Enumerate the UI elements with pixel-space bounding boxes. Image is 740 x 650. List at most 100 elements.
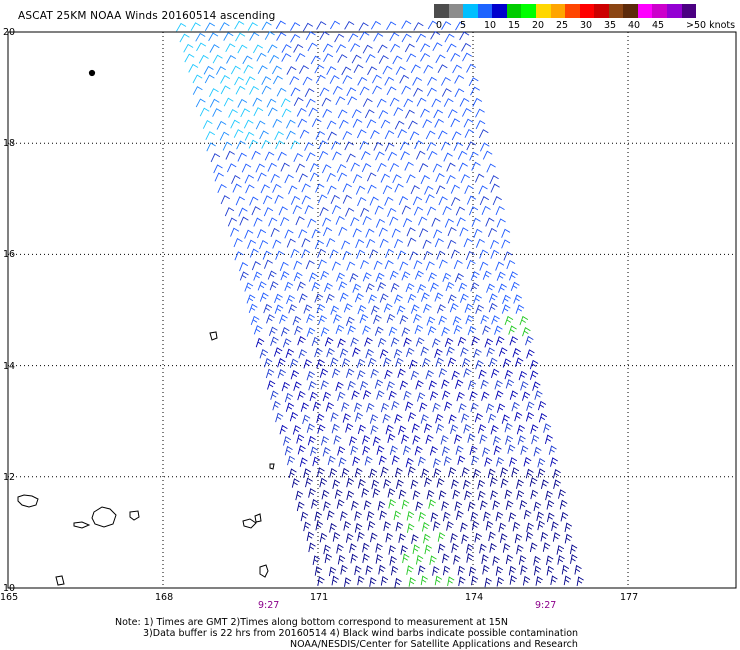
wind-barb	[335, 324, 345, 335]
wind-barb	[298, 229, 308, 239]
wind-barb	[316, 413, 325, 424]
wind-barb	[281, 44, 292, 53]
wind-barb	[287, 455, 296, 466]
wind-barb	[387, 488, 396, 498]
wind-barb	[388, 545, 396, 555]
wind-barb	[453, 141, 464, 151]
wind-barb	[447, 294, 457, 304]
wind-barb	[401, 271, 411, 281]
wind-barb	[457, 455, 466, 465]
wind-barb	[317, 248, 327, 258]
wind-barb	[451, 370, 460, 381]
wind-barb	[339, 348, 349, 358]
wind-barb	[495, 566, 504, 576]
colorbar-label: 20	[532, 20, 545, 31]
wind-barb	[337, 391, 346, 402]
wind-barb	[383, 303, 393, 313]
wind-barb	[359, 314, 369, 324]
wind-barb	[273, 347, 283, 357]
wind-barb	[335, 381, 344, 392]
wind-barb	[367, 520, 376, 531]
wind-barb	[299, 65, 309, 74]
wind-barb	[384, 130, 395, 140]
wind-barb	[415, 554, 424, 565]
wind-barb	[357, 370, 366, 380]
wind-barb	[380, 402, 390, 413]
wind-barb	[312, 555, 321, 565]
wind-barb	[380, 119, 391, 129]
wind-barb	[441, 21, 452, 30]
wind-barb	[350, 553, 358, 564]
wind-barb	[261, 76, 272, 86]
wind-barb	[371, 479, 380, 490]
wind-barb	[262, 195, 273, 205]
wind-barb	[286, 294, 295, 305]
wind-barb	[396, 305, 406, 315]
wind-barb	[220, 85, 231, 95]
wind-barb	[376, 98, 387, 108]
wind-barb	[370, 368, 379, 379]
wind-barb	[351, 54, 362, 64]
wind-barb	[280, 216, 290, 227]
wind-barb	[342, 183, 352, 193]
wind-barb	[461, 107, 472, 117]
wind-barb	[268, 326, 278, 336]
wind-barb	[343, 303, 353, 313]
wind-barb	[543, 423, 552, 433]
wind-barb	[462, 52, 473, 62]
wind-barb	[437, 543, 446, 554]
wind-barb	[427, 87, 437, 97]
wind-barb	[569, 544, 578, 555]
colorbar-label: 5	[460, 20, 467, 31]
wind-barb	[330, 20, 341, 30]
wind-barb	[352, 347, 361, 357]
colorbar-label: 15	[508, 20, 521, 31]
wind-barb	[518, 555, 527, 565]
small-island	[269, 463, 275, 470]
wind-barb	[461, 534, 469, 544]
wind-barb	[240, 108, 251, 118]
wind-barb	[389, 32, 400, 42]
wind-barb	[362, 435, 371, 445]
wind-barb	[224, 207, 235, 217]
wind-barb	[405, 457, 414, 468]
wind-barb	[416, 97, 427, 107]
wind-barb	[316, 467, 325, 477]
wind-barb	[323, 282, 333, 292]
wind-barb	[230, 65, 241, 75]
wind-barb	[442, 553, 450, 564]
wind-barb	[437, 130, 448, 140]
wind-barb	[338, 457, 347, 467]
wind-barb	[546, 512, 555, 523]
wind-barb	[259, 349, 269, 359]
wind-barb	[370, 130, 380, 139]
wind-barb	[398, 489, 407, 500]
wind-barb	[315, 74, 326, 84]
atoll-1	[17, 494, 39, 508]
wind-barb	[340, 564, 348, 575]
latitude-label: 14	[3, 360, 16, 372]
wind-barb	[285, 348, 295, 359]
wind-barb	[357, 196, 367, 207]
wind-barb	[427, 76, 437, 86]
wind-barb	[500, 467, 509, 477]
wind-barb	[501, 228, 511, 238]
wind-barb	[455, 206, 466, 216]
wind-barb	[478, 369, 487, 380]
wind-barb	[280, 271, 290, 281]
wind-barb	[430, 30, 441, 40]
wind-barb	[402, 553, 410, 564]
wind-barb	[391, 400, 400, 411]
wind-barb	[495, 336, 505, 346]
wind-barb	[418, 511, 426, 522]
wind-barb	[362, 390, 372, 400]
wind-barb	[363, 500, 372, 510]
wind-barb	[479, 249, 489, 259]
wind-barb	[446, 162, 456, 172]
mid-island	[209, 331, 218, 341]
colorbar-segment	[506, 4, 522, 18]
wind-barb	[530, 424, 539, 434]
wind-barb	[366, 238, 376, 248]
wind-barb	[465, 314, 475, 325]
